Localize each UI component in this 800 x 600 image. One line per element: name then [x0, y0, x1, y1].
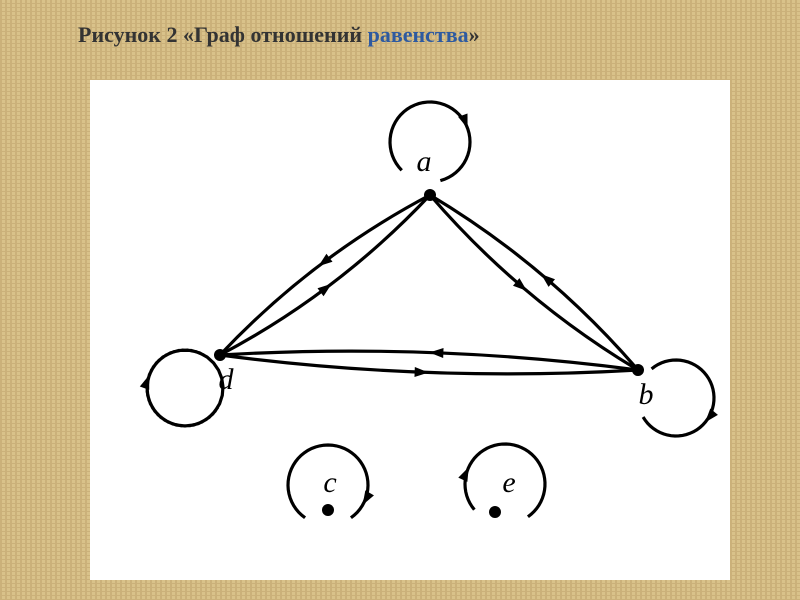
svg-text:e: e [502, 466, 515, 499]
svg-text:d: d [219, 363, 235, 396]
title-suffix: » [469, 22, 480, 47]
figure-title: Рисунок 2 «Граф отношений равенства» [78, 22, 480, 48]
graph-svg: a d b c e [90, 80, 730, 580]
svg-text:b: b [639, 378, 654, 411]
title-link-word: равенства [368, 22, 469, 47]
svg-text:c: c [323, 466, 336, 499]
title-prefix: Рисунок 2 «Граф отношений [78, 22, 368, 47]
svg-text:a: a [417, 145, 432, 178]
graph-figure: a d b c e [90, 80, 730, 580]
slide: Рисунок 2 «Граф отношений равенства» a d b… [0, 0, 800, 600]
